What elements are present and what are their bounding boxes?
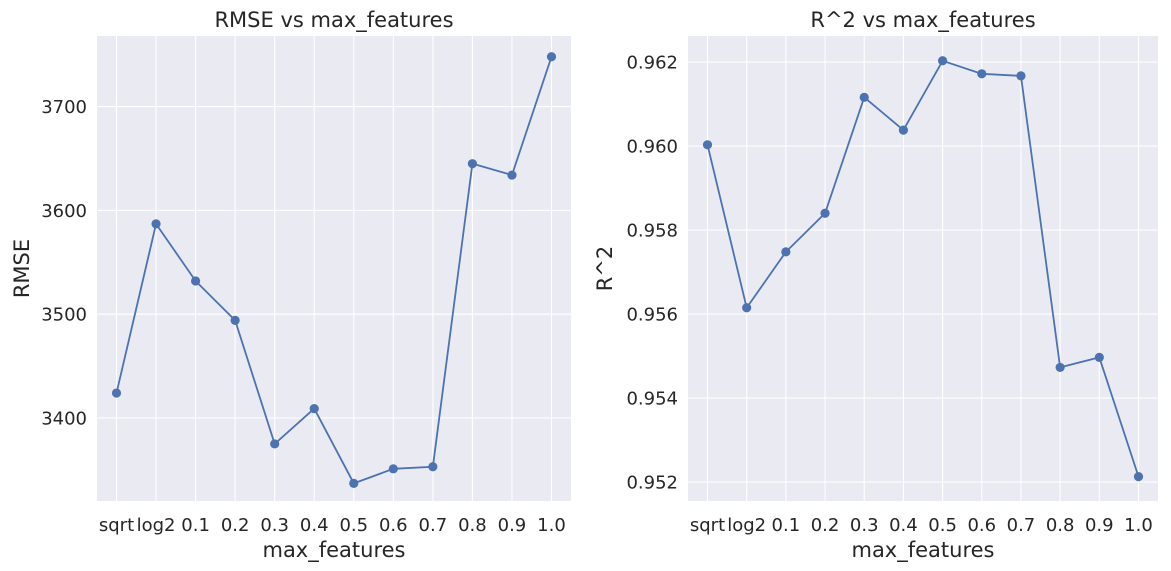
rmse-chart: sqrt log2 0.1 0.2 0.3 0.4 0.5 0.6 0.7 0.8 0.9 1.0 3… — [10, 8, 571, 563]
rmse-x-tick-label: 0.4 — [300, 515, 329, 536]
rmse-x-tick-label: log2 — [137, 515, 176, 536]
r2-x-tick-label: 0.6 — [967, 515, 996, 536]
rmse-data-point — [309, 404, 319, 414]
rmse-chart-title: RMSE vs max_features — [214, 8, 453, 33]
r2-data-point — [937, 56, 948, 66]
rmse-data-point — [151, 219, 161, 229]
rmse-y-axis-label: RMSE — [10, 239, 34, 298]
r2-y-tick-label: 0.960 — [626, 137, 678, 158]
r2-y-tick-label: 0.954 — [626, 389, 678, 410]
r2-y-ticks: 0.952 0.954 0.956 0.958 0.960 0.962 — [626, 53, 678, 494]
rmse-data-point — [270, 439, 280, 449]
rmse-data-point — [467, 159, 478, 169]
rmse-x-tick-label: 0.1 — [181, 515, 210, 536]
rmse-x-tick-label: 0.8 — [458, 515, 487, 536]
r2-data-point — [742, 303, 752, 313]
r2-x-tick-label: 0.9 — [1085, 515, 1114, 536]
rmse-y-tick-label: 3400 — [41, 408, 87, 429]
r2-data-point — [781, 247, 791, 257]
r2-x-tick-label: 1.0 — [1124, 515, 1153, 536]
rmse-plot-area — [97, 36, 571, 501]
r2-y-axis-label: R^2 — [593, 246, 617, 292]
r2-data-point — [1016, 71, 1026, 81]
rmse-x-ticks: sqrt log2 0.1 0.2 0.3 0.4 0.5 0.6 0.7 0.8 0.9 1.0 — [99, 515, 566, 536]
r2-chart: sqrt log2 0.1 0.2 0.3 0.4 0.5 0.6 0.7 0.8 0.9 1.0 0… — [593, 8, 1158, 563]
r2-y-tick-label: 0.956 — [626, 305, 678, 326]
r2-series-line — [706, 59, 1140, 477]
rmse-data-point — [230, 315, 240, 325]
rmse-x-tick-label: 0.6 — [379, 515, 408, 536]
r2-x-tick-label: 0.3 — [850, 515, 879, 536]
rmse-y-tick-label: 3700 — [41, 97, 87, 118]
r2-data-point — [898, 125, 909, 135]
rmse-y-tick-label: 3600 — [41, 201, 87, 222]
r2-series — [702, 56, 1144, 482]
r2-x-tick-label: 0.4 — [889, 515, 918, 536]
r2-x-tick-label: 0.7 — [1007, 515, 1036, 536]
rmse-data-point — [190, 276, 201, 286]
r2-data-point — [702, 140, 713, 150]
r2-y-tick-label: 0.952 — [626, 473, 678, 494]
r2-data-point — [859, 92, 869, 102]
rmse-y-tick-label: 3500 — [41, 305, 87, 326]
r2-data-point — [977, 69, 987, 79]
rmse-series — [111, 52, 557, 488]
r2-plot-area — [688, 36, 1158, 501]
rmse-data-point — [111, 388, 122, 398]
rmse-data-point — [507, 170, 517, 180]
rmse-data-point — [349, 478, 359, 488]
rmse-x-tick-label: 0.5 — [339, 515, 368, 536]
rmse-x-tick-label: sqrt — [99, 515, 134, 536]
rmse-x-tick-label: 0.3 — [260, 515, 289, 536]
r2-x-ticks: sqrt log2 0.1 0.2 0.3 0.4 0.5 0.6 0.7 0.8 0.9 1.0 — [690, 515, 1153, 536]
r2-chart-title: R^2 vs max_features — [810, 8, 1035, 33]
r2-x-tick-label: sqrt — [690, 515, 725, 536]
rmse-x-tick-label: 0.9 — [498, 515, 527, 536]
r2-x-tick-label: 0.1 — [772, 515, 801, 536]
r2-x-tick-label: log2 — [727, 515, 766, 536]
rmse-series-line — [115, 56, 553, 485]
r2-data-point — [1094, 352, 1104, 362]
r2-x-tick-label: 0.5 — [928, 515, 957, 536]
r2-y-tick-label: 0.962 — [626, 53, 678, 74]
r2-y-tick-label: 0.958 — [626, 221, 678, 242]
rmse-x-tick-label: 0.7 — [419, 515, 448, 536]
r2-data-point — [1055, 362, 1065, 373]
rmse-y-ticks: 3400 3500 3600 3700 — [41, 97, 87, 429]
rmse-x-tick-label: 0.2 — [221, 515, 250, 536]
r2-data-point — [1133, 472, 1144, 482]
r2-gridlines — [688, 36, 1158, 501]
rmse-x-tick-label: 1.0 — [537, 515, 566, 536]
rmse-data-point — [428, 462, 438, 472]
r2-data-point — [820, 208, 830, 218]
rmse-x-axis-label: max_features — [262, 538, 405, 563]
rmse-gridlines — [97, 36, 571, 501]
rmse-data-point — [388, 464, 398, 474]
r2-x-tick-label: 0.2 — [811, 515, 840, 536]
r2-x-axis-label: max_features — [851, 538, 994, 563]
r2-x-tick-label: 0.8 — [1046, 515, 1075, 536]
rmse-data-point — [546, 52, 557, 62]
